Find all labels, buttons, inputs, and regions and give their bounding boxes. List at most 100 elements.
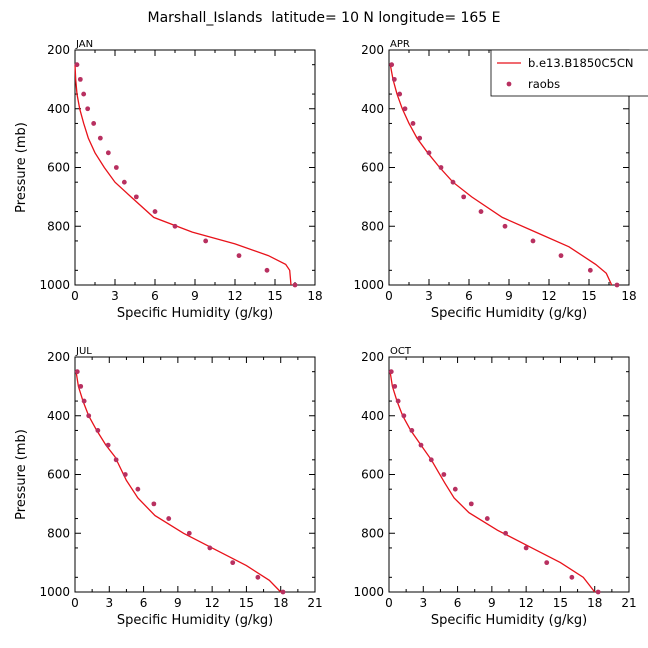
raob-point bbox=[95, 428, 101, 433]
raob-point bbox=[503, 530, 508, 536]
raob-point bbox=[544, 560, 550, 566]
y-tick-label: 1000 bbox=[39, 585, 70, 599]
raob-point bbox=[523, 545, 529, 551]
x-axis-label: Specific Humidity (g/kg) bbox=[117, 613, 273, 628]
raob-point bbox=[397, 91, 403, 97]
raob-point bbox=[392, 383, 398, 389]
panel-apr: 0 3 6 9 12 15 18 200 400 600 800 1000 APR Specific Hu… bbox=[353, 39, 636, 321]
y-tick-label: 800 bbox=[47, 219, 70, 233]
x-tick-label: 18 bbox=[307, 289, 322, 303]
raob-point bbox=[484, 516, 490, 521]
y-tick-label: 400 bbox=[361, 409, 384, 423]
x-tick-label: 12 bbox=[205, 596, 220, 610]
x-tick-label: 6 bbox=[140, 596, 148, 610]
x-tick-label: 9 bbox=[191, 289, 199, 303]
raob-point bbox=[264, 267, 270, 273]
x-tick-label: 18 bbox=[587, 596, 602, 610]
x-tick-label: 3 bbox=[111, 289, 119, 303]
raob-point bbox=[587, 267, 593, 273]
x-tick-label: 0 bbox=[385, 289, 393, 303]
raob-point bbox=[97, 135, 103, 141]
panel-label: JAN bbox=[75, 39, 93, 50]
y-tick-label: 400 bbox=[47, 409, 70, 423]
raob-point bbox=[280, 589, 286, 595]
raob-point bbox=[105, 150, 111, 156]
legend-model-label: b.e13.B1850C5CN bbox=[528, 56, 633, 70]
x-tick-label: 15 bbox=[267, 289, 282, 303]
x-tick-label: 3 bbox=[419, 596, 427, 610]
legend-obs-label: raobs bbox=[528, 77, 560, 91]
y-tick-label: 600 bbox=[47, 468, 70, 482]
raob-point bbox=[426, 150, 432, 156]
plot-frame bbox=[74, 356, 316, 593]
raob-point bbox=[207, 545, 213, 551]
legend-box bbox=[490, 49, 648, 97]
raob-point bbox=[74, 369, 80, 375]
panel-jul: 0 3 6 9 12 15 18 21 200 400 600 800 1000 JUL Specific … bbox=[14, 346, 323, 628]
raob-point bbox=[122, 472, 128, 477]
raob-point bbox=[391, 76, 397, 82]
raob-point bbox=[203, 238, 209, 244]
y-tick-label: 200 bbox=[47, 350, 70, 364]
raob-point bbox=[236, 253, 242, 259]
raob-point bbox=[409, 428, 415, 433]
x-tick-label: 15 bbox=[581, 289, 596, 303]
raob-point bbox=[81, 398, 87, 404]
raob-point bbox=[478, 209, 484, 214]
raob-point bbox=[152, 209, 158, 214]
figure-title: Marshall_Islands latitude= 10 N longitud… bbox=[147, 10, 500, 26]
x-tick-label: 6 bbox=[454, 596, 462, 610]
x-tick-label: 3 bbox=[105, 596, 113, 610]
x-tick-label: 6 bbox=[465, 289, 473, 303]
legend: b.e13.B1850C5CN raobs bbox=[490, 49, 648, 97]
model-profile-line bbox=[389, 371, 596, 593]
raob-point bbox=[121, 179, 127, 185]
model-profile-line bbox=[75, 371, 282, 593]
y-tick-label: 800 bbox=[361, 526, 384, 540]
raob-point bbox=[395, 398, 401, 404]
x-tick-label: 18 bbox=[273, 596, 288, 610]
y-tick-label: 1000 bbox=[353, 278, 384, 292]
x-tick-label: 21 bbox=[307, 596, 322, 610]
raob-point bbox=[569, 574, 575, 580]
x-tick-label: 0 bbox=[385, 596, 393, 610]
y-tick-label: 600 bbox=[361, 468, 384, 482]
y-tick-label: 200 bbox=[361, 43, 384, 57]
panel-label: APR bbox=[390, 39, 410, 50]
raob-point bbox=[91, 121, 97, 126]
x-tick-label: 15 bbox=[239, 596, 254, 610]
x-tick-label: 9 bbox=[174, 596, 182, 610]
x-axis-label: Specific Humidity (g/kg) bbox=[431, 613, 587, 628]
raob-point bbox=[81, 91, 87, 97]
raob-point bbox=[85, 106, 91, 112]
raob-point bbox=[461, 194, 467, 200]
raob-point bbox=[135, 486, 141, 492]
raob-point bbox=[78, 383, 84, 389]
plot-frame bbox=[74, 49, 316, 286]
x-tick-label: 6 bbox=[151, 289, 159, 303]
raob-point bbox=[468, 501, 474, 507]
raob-point bbox=[530, 238, 536, 244]
raob-point bbox=[452, 486, 458, 492]
x-tick-label: 12 bbox=[541, 289, 556, 303]
raob-point bbox=[558, 253, 564, 259]
raob-point bbox=[410, 121, 416, 126]
y-tick-label: 400 bbox=[361, 102, 384, 116]
raob-point bbox=[255, 574, 261, 580]
y-tick-label: 1000 bbox=[353, 585, 384, 599]
y-tick-label: 400 bbox=[47, 102, 70, 116]
raob-point bbox=[292, 282, 298, 288]
raob-point bbox=[86, 413, 92, 419]
y-tick-label: 800 bbox=[47, 526, 70, 540]
raob-point bbox=[402, 106, 408, 112]
x-tick-label: 0 bbox=[71, 289, 79, 303]
raob-point bbox=[77, 76, 83, 82]
raob-point bbox=[441, 472, 447, 477]
model-profile-line bbox=[389, 64, 613, 286]
raob-point bbox=[417, 135, 423, 141]
raob-point bbox=[450, 179, 456, 185]
x-tick-label: 3 bbox=[425, 289, 433, 303]
raob-point bbox=[133, 194, 139, 200]
x-axis-label: Specific Humidity (g/kg) bbox=[431, 306, 587, 321]
